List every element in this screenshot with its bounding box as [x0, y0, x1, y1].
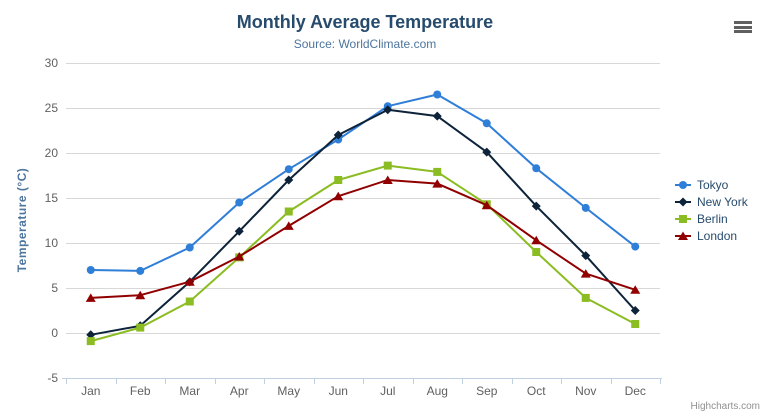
data-point-diamond[interactable] — [383, 105, 393, 115]
data-point-circle[interactable] — [581, 203, 590, 212]
legend-item-new-york[interactable]: New York — [674, 193, 748, 210]
data-point-diamond[interactable] — [234, 226, 244, 236]
data-point-circle[interactable] — [482, 119, 491, 128]
legend-label: Berlin — [697, 211, 728, 226]
data-point-square[interactable] — [284, 207, 293, 216]
legend-marker-circle-icon — [675, 180, 691, 189]
data-point-diamond[interactable] — [581, 251, 591, 261]
data-point-triangle[interactable] — [630, 285, 641, 294]
data-point-square[interactable] — [679, 214, 687, 223]
credits-link[interactable]: Highcharts.com — [690, 401, 760, 412]
data-point-circle[interactable] — [136, 266, 145, 275]
data-point-circle[interactable] — [532, 164, 541, 173]
data-point-circle[interactable] — [185, 243, 194, 252]
data-point-square[interactable] — [581, 293, 590, 302]
x-axis-label: Nov — [575, 384, 596, 398]
y-axis-label: 20 — [45, 146, 59, 160]
data-point-diamond[interactable] — [284, 175, 294, 185]
data-point-diamond[interactable] — [432, 111, 442, 121]
legend: Tokyo New York Berlin London — [674, 176, 748, 244]
series-new-york[interactable] — [86, 105, 640, 340]
data-point-diamond[interactable] — [678, 197, 688, 206]
data-point-diamond[interactable] — [482, 147, 492, 157]
series-line[interactable] — [89, 108, 637, 336]
chart-subtitle: Source: WorldClimate.com — [293, 37, 437, 51]
legend-item-berlin[interactable]: Berlin — [674, 210, 748, 227]
data-point-triangle[interactable] — [481, 200, 492, 210]
chart-title: Monthly Average Temperature — [236, 12, 494, 32]
x-axis-label: Jan — [81, 384, 100, 398]
data-point-triangle[interactable] — [283, 221, 294, 230]
x-axis-label: Sep — [476, 384, 498, 398]
data-point-square[interactable] — [86, 337, 95, 346]
data-point-square[interactable] — [383, 161, 392, 170]
data-point-triangle[interactable] — [432, 179, 443, 188]
x-axis-label: Oct — [527, 384, 546, 398]
hamburger-menu-icon[interactable] — [732, 19, 754, 35]
data-point-triangle[interactable] — [678, 231, 688, 240]
x-axis-label: Feb — [130, 384, 151, 398]
y-axis-label: 30 — [45, 56, 59, 70]
x-axis-label: Aug — [427, 384, 448, 398]
legend-marker-triangle-icon — [675, 231, 691, 240]
y-axis-label: 25 — [45, 101, 59, 115]
legend-label: London — [697, 228, 738, 243]
x-axis-label: Jul — [380, 384, 395, 398]
x-axis-label: Apr — [230, 384, 249, 398]
y-axis-label: 15 — [45, 191, 59, 205]
data-point-square[interactable] — [334, 176, 343, 184]
y-axis-label: -5 — [47, 371, 58, 385]
data-point-circle[interactable] — [284, 165, 293, 174]
data-point-triangle[interactable] — [184, 277, 195, 286]
data-point-circle[interactable] — [679, 180, 687, 189]
data-point-circle[interactable] — [235, 198, 244, 207]
series-line[interactable] — [89, 164, 637, 343]
data-point-circle[interactable] — [86, 266, 95, 274]
data-point-square[interactable] — [433, 167, 442, 176]
x-axis-label: Jun — [329, 384, 348, 398]
legend-marker-square-icon — [675, 214, 691, 223]
data-point-triangle[interactable] — [333, 191, 344, 201]
data-point-triangle[interactable] — [580, 269, 591, 278]
y-axis-label: 10 — [45, 236, 59, 250]
data-point-triangle[interactable] — [234, 252, 245, 261]
x-axis-label: Dec — [625, 384, 646, 398]
data-point-square[interactable] — [532, 248, 541, 256]
x-axis-label: May — [277, 384, 300, 398]
legend-label: New York — [697, 194, 748, 209]
data-point-triangle[interactable] — [85, 293, 96, 302]
data-point-square[interactable] — [631, 320, 640, 328]
legend-item-tokyo[interactable]: Tokyo — [674, 176, 748, 193]
data-point-circle[interactable] — [433, 90, 442, 99]
series-london[interactable] — [85, 175, 641, 302]
series-tokyo[interactable] — [86, 90, 640, 275]
data-point-diamond[interactable] — [333, 130, 343, 140]
series-line[interactable] — [89, 93, 637, 272]
data-point-circle[interactable] — [631, 242, 640, 251]
y-axis-label: 0 — [51, 326, 58, 340]
x-axis-label: Mar — [179, 384, 200, 398]
data-point-triangle[interactable] — [382, 175, 393, 185]
data-point-diamond[interactable] — [86, 330, 96, 340]
y-axis-label: 5 — [51, 281, 58, 295]
series-berlin[interactable] — [86, 161, 640, 346]
data-point-square[interactable] — [185, 297, 194, 306]
legend-label: Tokyo — [697, 177, 729, 192]
legend-marker-diamond-icon — [675, 197, 691, 206]
data-point-triangle[interactable] — [531, 235, 542, 245]
data-point-diamond[interactable] — [630, 306, 640, 315]
series-line[interactable] — [89, 179, 637, 299]
legend-item-london[interactable]: London — [674, 227, 748, 244]
data-point-triangle[interactable] — [135, 290, 146, 300]
data-point-square[interactable] — [136, 323, 145, 332]
data-point-diamond[interactable] — [531, 201, 541, 211]
